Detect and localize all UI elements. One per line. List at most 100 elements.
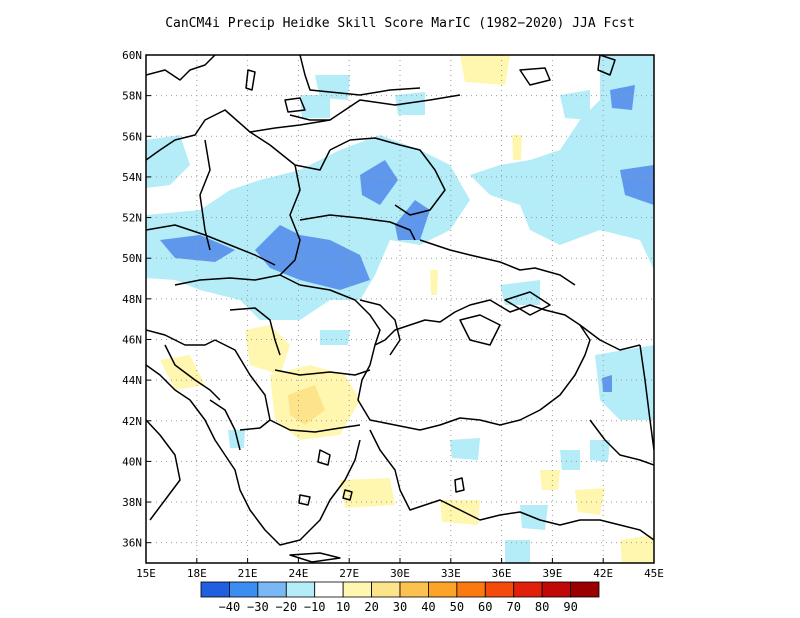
colorbar-swatch (399, 581, 429, 598)
lon-tick-label: 24E (288, 567, 308, 580)
shade-light-yellow (620, 535, 654, 563)
croatia-border (146, 329, 216, 346)
colorbar-label: 20 (364, 600, 378, 614)
turkey-georgia-border (589, 419, 654, 466)
lat-tick-label: 54N (122, 171, 142, 184)
lat-ticks: 36N 38N 40N 42N 44N 46N 48N 50N 52N 54N 56N 58N 60N (122, 49, 151, 550)
adriatic-coast (146, 364, 226, 456)
lake-tuz (454, 477, 465, 493)
shade-light-yellow (160, 355, 205, 390)
albania-border (209, 399, 241, 451)
colorbar-swatch (513, 581, 543, 598)
lat-tick-label: 52N (122, 212, 142, 225)
latvia-estonia-border (289, 114, 330, 121)
shade-light-yellow (440, 500, 480, 525)
lon-tick-label: 15E (136, 567, 156, 580)
finland-coast (299, 55, 421, 96)
moldova-border (359, 299, 401, 356)
shade-dark-blue (620, 165, 654, 205)
hungary-romania-border (229, 307, 281, 356)
colorbar-label: −10 (304, 600, 326, 614)
macedonia-border (239, 419, 271, 431)
colorbar-label: 70 (506, 600, 520, 614)
lon-ticks: 15E 18E 21E 24E 27E 30E 33E 36E 39E 42E 45E (136, 558, 664, 580)
shade-light-blue (470, 55, 654, 270)
caspian-coast (639, 344, 654, 451)
colorbar-swatch (229, 581, 259, 598)
colorbar-swatch (484, 581, 515, 598)
colorbar-label: 90 (563, 600, 577, 614)
lon-tick-label: 42E (593, 567, 613, 580)
colorbar-label: 10 (336, 600, 350, 614)
shade-light-yellow (460, 55, 510, 85)
lat-tick-label: 58N (122, 90, 142, 103)
shade-dark-blue (395, 200, 430, 240)
shade-light-blue (505, 540, 530, 563)
coastlines-and-borders (146, 55, 654, 563)
colorbar-label: −40 (219, 600, 241, 614)
azov-sea (504, 291, 551, 316)
lon-tick-label: 21E (238, 567, 258, 580)
colorbar-swatch (456, 581, 486, 598)
colorbar-swatch (570, 581, 600, 598)
lat-tick-label: 50N (122, 252, 142, 265)
shade-dark-blue (160, 235, 235, 262)
colorbar-label: 30 (393, 600, 407, 614)
colorbar-swatch (200, 581, 230, 598)
bosnia-border (164, 344, 221, 401)
ladoga (519, 67, 551, 86)
shade-light-yellow (540, 470, 560, 490)
belarus-russia-border (329, 137, 446, 216)
colorbar-label: −30 (247, 600, 269, 614)
romania-bulgaria-border (274, 369, 371, 376)
lat-tick-label: 56N (122, 130, 142, 143)
lat-tick-label: 38N (122, 496, 142, 509)
ukraine-russia-border (419, 239, 576, 286)
colorbar-swatch (342, 581, 372, 598)
lon-tick-label: 36E (492, 567, 512, 580)
lon-tick-label: 33E (441, 567, 461, 580)
aegean-islands (298, 449, 353, 506)
colorbar-swatch (371, 581, 401, 598)
shade-dark-blue (602, 375, 612, 392)
lon-tick-label: 30E (390, 567, 410, 580)
lat-tick-label: 40N (122, 455, 142, 468)
colorbar-swatch (314, 581, 344, 598)
colorbar-swatch (541, 581, 571, 598)
lat-tick-label: 44N (122, 374, 142, 387)
shade-light-yellow (245, 325, 290, 375)
shade-light-blue (450, 438, 480, 460)
shade-light-blue (590, 440, 610, 462)
bulgaria-greece-border (269, 419, 361, 433)
shade-light-blue (320, 330, 350, 345)
colorbar-label: 60 (478, 600, 492, 614)
onega-lake (597, 55, 616, 76)
shade-light-yellow (340, 478, 395, 508)
shade-light-yellow (430, 270, 438, 295)
caucasus-border (579, 324, 641, 351)
lat-tick-label: 42N (122, 415, 142, 428)
slovakia-hungary-border (174, 274, 301, 286)
crete (289, 552, 341, 563)
baltic-coast (146, 94, 461, 161)
lat-tick-label: 36N (122, 537, 142, 550)
baltic-states-border (249, 131, 331, 171)
colorbar-label: 40 (421, 600, 435, 614)
germany-poland-border (199, 139, 211, 251)
shade-dark-blue (610, 85, 635, 110)
gotland (245, 69, 256, 91)
shade-light-yellow (512, 135, 522, 160)
lon-tick-label: 39E (542, 567, 562, 580)
greece-coast (224, 439, 361, 546)
lon-tick-label: 27E (339, 567, 359, 580)
lon-tick-label: 45E (644, 567, 664, 580)
colorbar-label: 80 (535, 600, 549, 614)
shade-dark-blue (255, 225, 370, 290)
romania-ukraine-border (299, 284, 381, 346)
shade-light-blue (300, 95, 330, 118)
belarus-ukraine-border (299, 214, 416, 241)
lat-tick-label: 60N (122, 49, 142, 62)
map-title: CanCM4i Precip Heidke Skill Score MarIC … (165, 16, 635, 31)
colorbar: −40 −30 −20 −10 10 20 30 40 50 60 70 80 90 (200, 581, 600, 614)
